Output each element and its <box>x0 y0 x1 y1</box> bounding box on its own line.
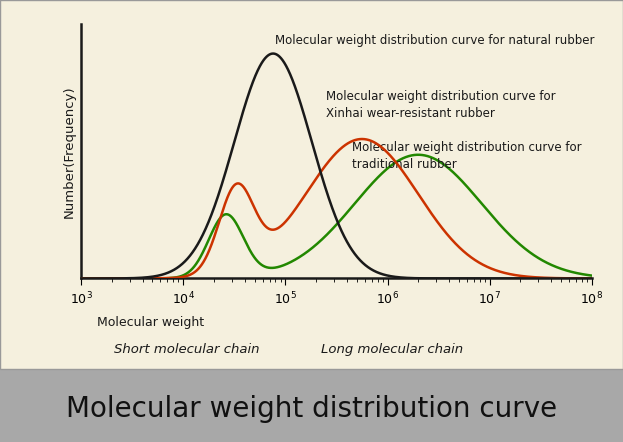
Y-axis label: Number(Frequency): Number(Frequency) <box>62 85 75 218</box>
Text: Long molecular chain: Long molecular chain <box>321 343 464 355</box>
Text: Molecular weight: Molecular weight <box>97 316 204 329</box>
Text: Molecular weight distribution curve for
traditional rubber: Molecular weight distribution curve for … <box>352 141 581 171</box>
Text: Short molecular chain: Short molecular chain <box>114 343 260 355</box>
Text: Molecular weight distribution curve for natural rubber: Molecular weight distribution curve for … <box>275 34 594 47</box>
Text: Molecular weight distribution curve: Molecular weight distribution curve <box>66 395 557 423</box>
Text: Molecular weight distribution curve for
Xinhai wear-resistant rubber: Molecular weight distribution curve for … <box>326 90 556 120</box>
